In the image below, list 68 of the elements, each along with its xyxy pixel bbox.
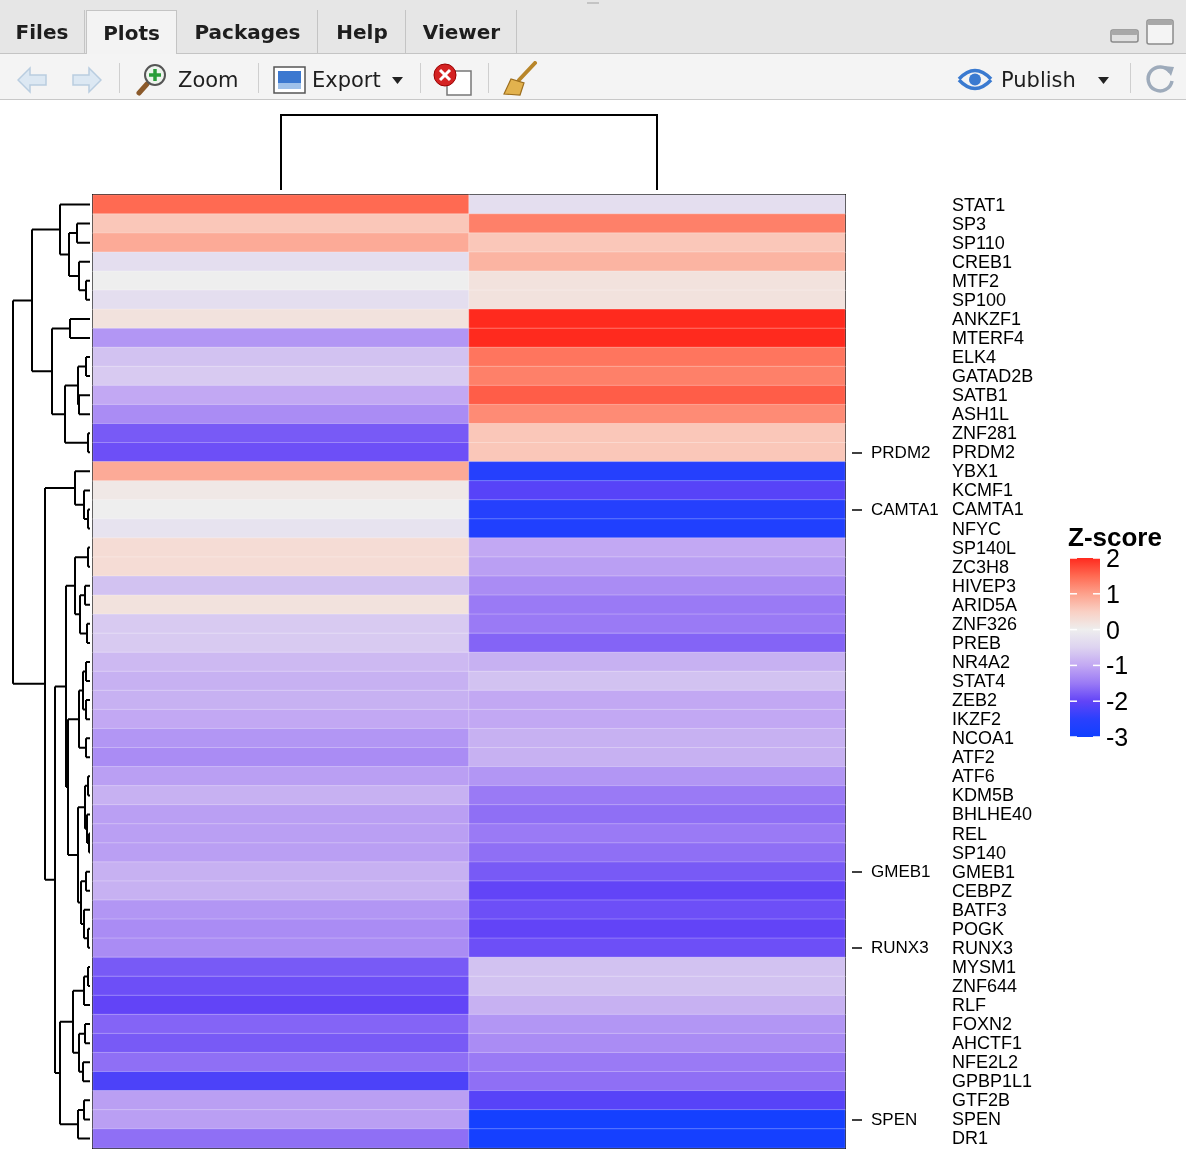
y-tick-label: CAMTA1 <box>952 499 1024 520</box>
y-tick-label: SATB1 <box>952 385 1008 406</box>
y-tick-label: AHCTF1 <box>952 1033 1023 1054</box>
y2-tick-label: CAMTA1 <box>871 499 939 519</box>
y-tick-label: REL <box>952 823 988 844</box>
color-bar-label: -3 <box>1106 723 1129 751</box>
y-tick-label: ATF2 <box>952 747 995 768</box>
y-tick-label: ZNF326 <box>952 613 1018 634</box>
text: Packages <box>194 19 301 44</box>
y-tick-label: ATF6 <box>952 766 995 787</box>
y-tick-label: GMEB1 <box>952 861 1016 882</box>
text: Files <box>15 19 69 44</box>
y-tick-label: STAT1 <box>952 194 1006 215</box>
y-tick-label: RLF <box>952 995 987 1016</box>
color-bar-label: 1 <box>1106 579 1120 608</box>
y-tick-label: ELK4 <box>952 347 997 368</box>
y-tick-label: MTF2 <box>952 270 999 291</box>
y-tick-label: BATF3 <box>952 899 1007 920</box>
y-tick-label: GATAD2B <box>952 366 1034 387</box>
text: Publish <box>1001 67 1076 94</box>
y-tick-label: RUNX3 <box>952 937 1014 958</box>
y-tick-label: DR1 <box>952 1128 989 1149</box>
y-tick-label: SP110 <box>952 232 1005 253</box>
y-tick-label: PRDM2 <box>952 442 1016 463</box>
y-tick-label: YBX1 <box>952 461 999 482</box>
y-tick-label: BHLHE40 <box>952 804 1033 825</box>
y-tick-label: ASH1L <box>952 404 1010 425</box>
y-tick-label: SP140 <box>952 842 1007 863</box>
text: Viewer <box>422 19 501 44</box>
y-tick-label: ZEB2 <box>952 690 998 711</box>
y-tick-label: NCOA1 <box>952 728 1015 749</box>
y-tick-label: POGK <box>952 918 1005 939</box>
y-tick-label: NR4A2 <box>952 651 1011 672</box>
y-tick-label: KDM5B <box>952 785 1015 806</box>
y-tick-label: ZNF644 <box>952 975 1018 996</box>
y-tick-label: NFYC <box>952 518 1001 539</box>
y-tick-label: KCMF1 <box>952 480 1014 501</box>
y2-tick-label: SPEN <box>871 1109 918 1129</box>
y-tick-label: GTF2B <box>952 1090 1011 1111</box>
y-tick-label: IKZF2 <box>952 709 1002 730</box>
y-tick-label: MYSM1 <box>952 956 1017 977</box>
y-tick-label: ZNF281 <box>952 423 1018 444</box>
y-tick-label: PREB <box>952 632 1002 653</box>
y-tick-label: FOXN2 <box>952 1014 1013 1035</box>
y-tick-label: SP100 <box>952 289 1007 310</box>
y-tick-label: SP140L <box>952 537 1017 558</box>
text: Help <box>336 19 388 44</box>
y-tick-label: ARID5A <box>952 594 1018 615</box>
color-bar-label: -1 <box>1106 651 1129 680</box>
text: Zoom <box>178 67 239 94</box>
y-tick-label: CEBPZ <box>952 880 1013 901</box>
y-tick-label: STAT4 <box>952 671 1006 692</box>
y-tick-label: SPEN <box>952 1109 1002 1130</box>
y-tick-label: MTERF4 <box>952 327 1024 348</box>
text: Export <box>312 67 381 94</box>
y-tick-label: ANKZF1 <box>952 308 1022 329</box>
y2-tick-label: PRDM2 <box>871 442 931 462</box>
y-tick-label: HIVEP3 <box>952 575 1017 596</box>
color-bar-label: -2 <box>1106 687 1129 716</box>
color-bar-label: 0 <box>1106 615 1120 644</box>
y-tick-label: SP3 <box>952 213 987 234</box>
y-tick-label: NFE2L2 <box>952 1052 1019 1073</box>
y2-tick-label: GMEB1 <box>871 862 931 882</box>
y-tick-label: ZC3H8 <box>952 556 1010 577</box>
y-tick-label: GPBP1L1 <box>952 1071 1033 1092</box>
y-tick-label: CREB1 <box>952 251 1013 272</box>
y2-tick-label: RUNX3 <box>871 938 929 958</box>
text: Plots <box>103 20 160 45</box>
